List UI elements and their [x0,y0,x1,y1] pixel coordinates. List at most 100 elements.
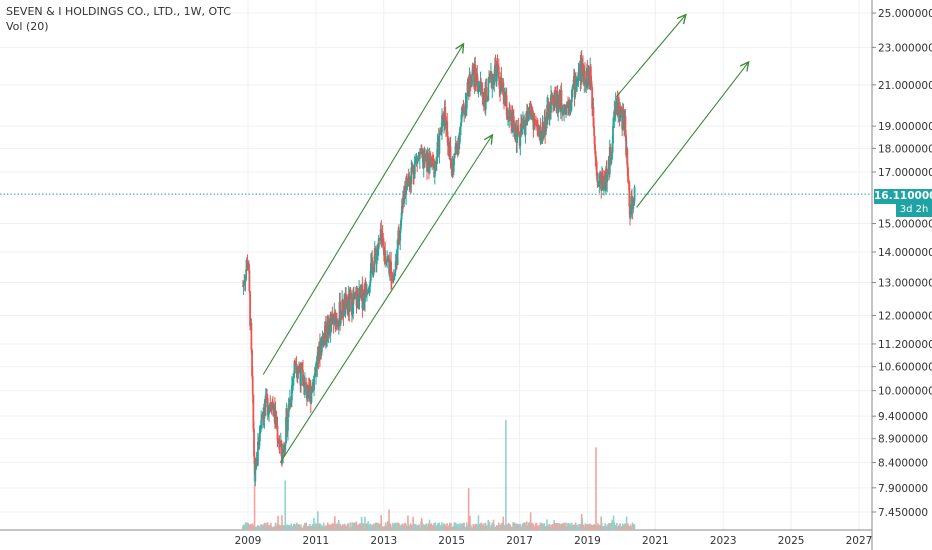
candle-body [457,137,460,153]
candle-body [629,206,631,219]
candle-body [463,111,466,115]
candle-body [436,142,439,157]
volume-bar [582,524,585,530]
candle-body [623,115,626,130]
volume-bar [584,523,587,530]
candle-body [305,384,308,400]
candle-body [277,440,280,442]
candle-body [258,426,261,442]
candle-body [381,233,384,242]
candle-body [386,256,389,262]
candle-body [577,71,580,78]
candle-body [354,292,357,295]
volume-bar [326,522,329,530]
candle-body [367,291,370,293]
candle-body [368,286,371,288]
volume-bar [284,480,287,530]
candle-body [246,260,249,268]
candle-body [625,135,627,156]
candle-body [433,159,436,178]
candle-body [582,63,584,72]
volume-bar [285,524,288,530]
volume-bar [501,522,503,530]
volume-bar [322,522,325,530]
volume-bar [625,516,628,530]
candle-body [433,169,436,178]
candle-body [435,156,438,162]
candle-body [630,196,633,215]
candle-body [540,136,543,144]
candle-body [570,102,573,104]
candle-body [539,127,542,144]
candle-body [472,65,475,72]
candle-body [476,73,479,85]
candle-body [316,355,319,368]
volume-bar [529,512,532,530]
candle-body [284,443,287,451]
candle-body [450,158,453,168]
candle-body [401,199,404,204]
candle-body [531,114,534,117]
candle-body [390,261,392,281]
candle-body [313,375,315,390]
candle-body [369,280,372,287]
candle-body [296,370,299,374]
candle-body [374,248,377,255]
candle-body [285,416,287,444]
volume-indicator-label[interactable]: Vol (20) [6,20,49,33]
y-tick-label: 11.200000 [878,339,932,351]
candle-body [578,68,580,72]
candle-body [595,156,597,162]
candle-body [398,230,400,241]
y-tick-label: 7.450000 [878,507,928,519]
candle-body [454,153,456,155]
candle-body [569,107,571,109]
candle-body [604,184,607,187]
candle-body [434,161,437,170]
candle-body [403,186,406,204]
volume-bar [386,520,389,530]
candle-body [517,125,520,132]
candle-body [486,96,488,101]
volume-bar [565,522,567,530]
candle-body [258,441,261,449]
candle-body [611,143,614,154]
candle-body [251,375,254,395]
candle-body [536,124,539,127]
volume-bar [355,521,358,530]
candle-body [553,92,556,111]
candle-body [382,241,385,246]
candle-body [377,238,380,250]
volume-bar [477,515,480,530]
candle-body [268,404,271,408]
candle-body [444,106,447,118]
candle-body [387,256,390,262]
volume-bar [412,516,414,530]
candle-body [480,81,483,89]
volume-bar [611,519,614,530]
candle-body [410,167,413,184]
candle-body [574,79,577,89]
candle-body [481,88,484,96]
trend-channel-arrow [279,135,492,463]
candle-body [320,337,323,353]
candle-body [596,176,599,183]
candle-body [587,70,590,77]
candle-body [521,129,524,133]
candle-body [252,394,255,429]
y-tick-label: 8.900000 [878,434,928,446]
candle-body [300,364,302,386]
candle-body [554,93,557,105]
volume-bar [360,516,363,530]
candle-body [267,411,270,416]
candle-body [614,101,617,114]
candle-body [275,411,278,427]
y-tick-label: 9.400000 [878,411,928,423]
volume-bar [443,523,445,530]
volume-bar [516,523,519,530]
candle-body [593,126,596,137]
candle-body [522,118,525,126]
candle-body [384,250,387,263]
candle-body [477,90,480,93]
